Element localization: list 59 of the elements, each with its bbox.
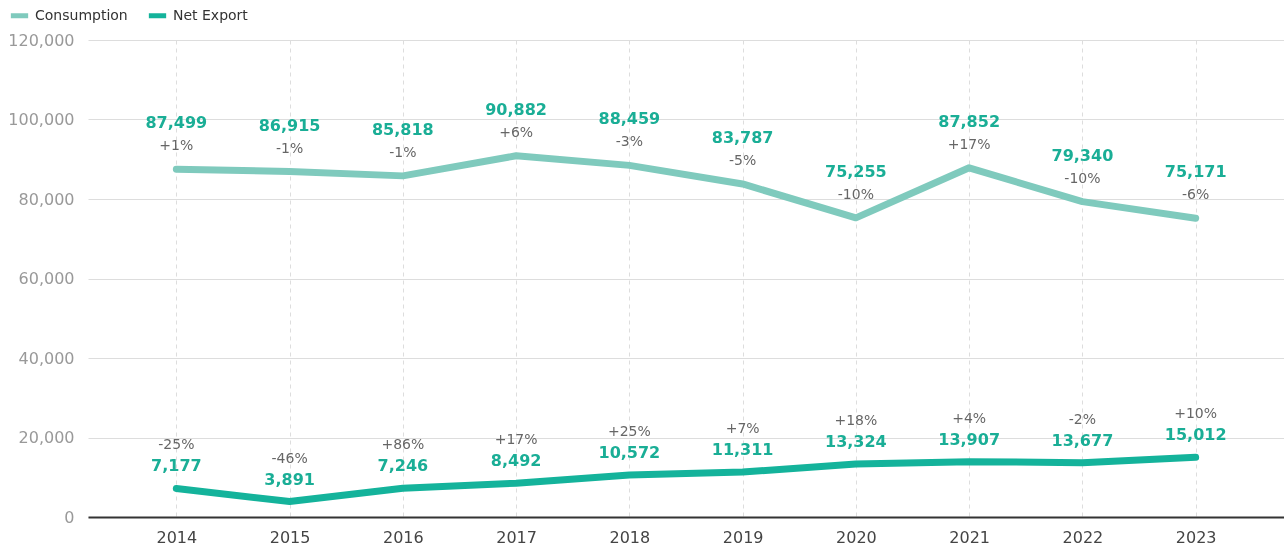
data-label: 79,340 xyxy=(1051,145,1114,165)
annotation: -1% xyxy=(275,139,304,156)
annotation: -25% xyxy=(158,436,195,453)
y-tick-label: 40,000 xyxy=(18,348,75,368)
data-label: 15,012 xyxy=(1164,425,1227,445)
annotation: +4% xyxy=(952,409,987,426)
data-label: 13,677 xyxy=(1051,430,1114,450)
y-tick-label: 120,000 xyxy=(8,30,75,50)
annotation: +6% xyxy=(499,123,534,140)
annotation: -3% xyxy=(615,133,643,150)
annotation: -10% xyxy=(837,185,874,202)
data-label: 3,891 xyxy=(264,469,315,489)
x-tick-label: 2015 xyxy=(269,527,311,547)
annotation: -6% xyxy=(1182,186,1210,203)
x-tick-label: 2022 xyxy=(1062,527,1104,547)
data-label: 88,459 xyxy=(598,109,661,129)
annotation: -2% xyxy=(1068,410,1097,427)
annotation: -1% xyxy=(389,143,417,160)
data-label: 86,915 xyxy=(258,115,321,135)
annotation: +1% xyxy=(159,137,194,154)
x-tick-label: 2019 xyxy=(722,527,764,547)
data-label: 90,882 xyxy=(485,99,547,119)
data-label: 8,492 xyxy=(490,451,542,471)
annotation: -5% xyxy=(729,151,757,168)
y-tick-label: 0 xyxy=(64,507,75,527)
x-tick-label: 2020 xyxy=(836,527,877,547)
data-label: 13,907 xyxy=(938,429,1001,449)
legend-label: Consumption xyxy=(35,6,128,23)
annotation: +17% xyxy=(494,431,538,448)
data-label: 13,324 xyxy=(825,432,887,452)
x-tick-label: 2018 xyxy=(609,527,651,547)
x-tick-label: 2017 xyxy=(496,527,537,547)
data-label: 75,171 xyxy=(1164,162,1227,182)
x-tick-label: 2023 xyxy=(1175,527,1217,547)
annotation: +86% xyxy=(381,436,425,453)
annotation: +17% xyxy=(947,135,991,152)
annotation: +25% xyxy=(607,422,651,439)
annotation: -10% xyxy=(1064,169,1101,186)
y-tick-label: 80,000 xyxy=(18,189,75,209)
legend-label: Net Export xyxy=(173,6,249,23)
annotation: +10% xyxy=(1174,405,1218,422)
data-label: 75,255 xyxy=(825,161,887,181)
data-label: 83,787 xyxy=(711,127,774,147)
data-label: 11,311 xyxy=(711,440,774,460)
data-label: 87,852 xyxy=(938,111,1001,131)
y-tick-label: 60,000 xyxy=(18,269,75,288)
y-tick-label: 100,000 xyxy=(8,110,75,129)
annotation: -46% xyxy=(271,449,308,466)
y-tick-label: 20,000 xyxy=(18,428,75,447)
data-label: 87,499 xyxy=(145,113,208,133)
x-tick-label: 2014 xyxy=(156,527,198,547)
data-label: 7,246 xyxy=(377,456,429,476)
annotation: +7% xyxy=(725,420,760,437)
data-label: 85,818 xyxy=(371,119,434,139)
x-tick-label: 2016 xyxy=(383,527,424,547)
x-tick-label: 2021 xyxy=(949,527,990,547)
data-label: 7,177 xyxy=(151,456,202,476)
annotation: +18% xyxy=(834,412,878,429)
data-label: 10,572 xyxy=(598,442,661,462)
